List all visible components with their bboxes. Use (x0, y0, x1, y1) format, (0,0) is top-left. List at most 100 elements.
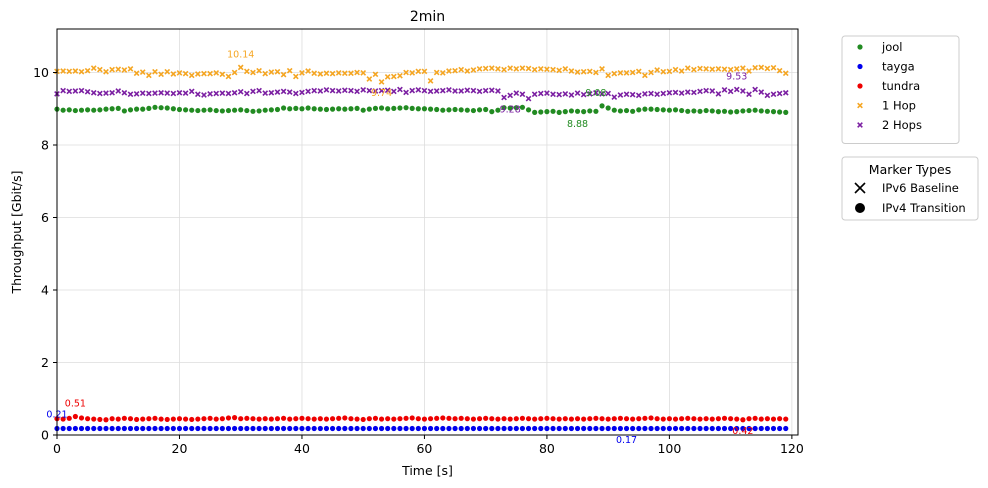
dot-point (78, 107, 85, 113)
dot-point (219, 108, 225, 114)
x-point (513, 90, 520, 97)
x-point (482, 87, 489, 94)
dot-point (134, 425, 140, 432)
dot-point (752, 107, 758, 113)
x-point-stroke (164, 68, 171, 75)
dot-point (581, 416, 587, 422)
dot-point (764, 416, 770, 422)
x-point-stroke (72, 68, 79, 74)
dot-point (446, 425, 452, 432)
dot-point (91, 107, 97, 113)
x-point (121, 89, 128, 96)
x-point-stroke (611, 94, 618, 101)
dot-point (483, 425, 489, 432)
dot-point (146, 425, 152, 432)
x-point (372, 88, 379, 94)
x-point (372, 71, 379, 78)
x-point-stroke (691, 66, 697, 73)
chart-title: 2min (410, 9, 445, 25)
x-point-stroke (243, 68, 250, 75)
annotation-label: 0.42 (732, 426, 753, 437)
dot-point (574, 108, 581, 114)
dot-point (470, 425, 477, 432)
x-point-stroke (372, 71, 379, 78)
x-point (654, 67, 661, 73)
axis-ticks: 0 20 40 60 80 100 120 0 2 4 6 8 10 (33, 65, 804, 456)
x-point-stroke (268, 89, 275, 96)
x-point (409, 87, 416, 94)
dot-point (164, 105, 170, 111)
dot-point (219, 425, 225, 432)
x-point (709, 66, 716, 73)
dot-point (78, 425, 85, 432)
x-point (752, 64, 758, 71)
dot-point (452, 106, 458, 113)
y-tick-label: 10 (33, 65, 49, 80)
x-point-stroke (648, 90, 654, 97)
x-point-stroke (280, 71, 287, 78)
x-point-stroke (740, 65, 746, 72)
x-point-stroke (207, 91, 213, 97)
x-point (501, 94, 507, 101)
dot-point (617, 425, 624, 432)
dot-point (495, 416, 501, 422)
x-point (764, 65, 771, 72)
x-tick-label: 0 (53, 441, 61, 456)
x-point (127, 66, 134, 72)
dot-point (715, 416, 721, 422)
x-point (446, 87, 452, 93)
x-point (672, 66, 679, 73)
x-point (152, 90, 158, 97)
x-point-stroke (170, 71, 177, 77)
x-point (90, 65, 97, 72)
dot-point (189, 425, 195, 432)
dot-point (648, 425, 654, 432)
x-point-stroke (213, 69, 220, 76)
x-point-stroke (280, 88, 287, 95)
x-point-stroke (127, 66, 134, 72)
x-axis-label: Time [s] (401, 463, 453, 478)
x-point (60, 68, 66, 74)
x-point (470, 87, 477, 94)
dot-point (507, 105, 513, 111)
x-point (568, 92, 575, 98)
x-point (550, 66, 556, 73)
x-point (305, 88, 311, 95)
dot-point (630, 416, 636, 422)
dot-point (734, 416, 740, 422)
x-point (188, 72, 195, 79)
dot-point (366, 416, 372, 422)
legend-marker (857, 83, 863, 89)
x-point-stroke (305, 68, 311, 74)
dot-point (556, 425, 562, 432)
dot-point (183, 425, 189, 432)
dot-point (550, 416, 556, 422)
x-point-stroke (397, 86, 403, 93)
dot-point (72, 425, 78, 432)
legend-label: 1 Hop (882, 99, 916, 113)
x-point (207, 70, 213, 77)
x-point (611, 70, 618, 77)
x-point-stroke (764, 92, 771, 99)
x-point (78, 68, 85, 75)
x-point (268, 69, 275, 76)
x-point-stroke (366, 87, 373, 94)
x-point (697, 65, 703, 72)
dot-point (611, 425, 617, 432)
x-point-stroke (152, 68, 158, 75)
dot-point (777, 416, 783, 422)
x-point (243, 90, 250, 97)
dot-point (262, 107, 268, 113)
x-point-stroke (348, 87, 354, 94)
dot-point (709, 108, 715, 114)
x-point (507, 92, 514, 99)
x-point (182, 90, 189, 97)
dot-point (434, 425, 440, 432)
x-point (72, 88, 79, 94)
x-point-stroke (684, 65, 691, 72)
x-point-stroke (274, 68, 281, 75)
dot-point (238, 416, 244, 422)
x-point (384, 73, 391, 80)
x-point-stroke (188, 88, 195, 95)
dot-point (403, 105, 409, 111)
